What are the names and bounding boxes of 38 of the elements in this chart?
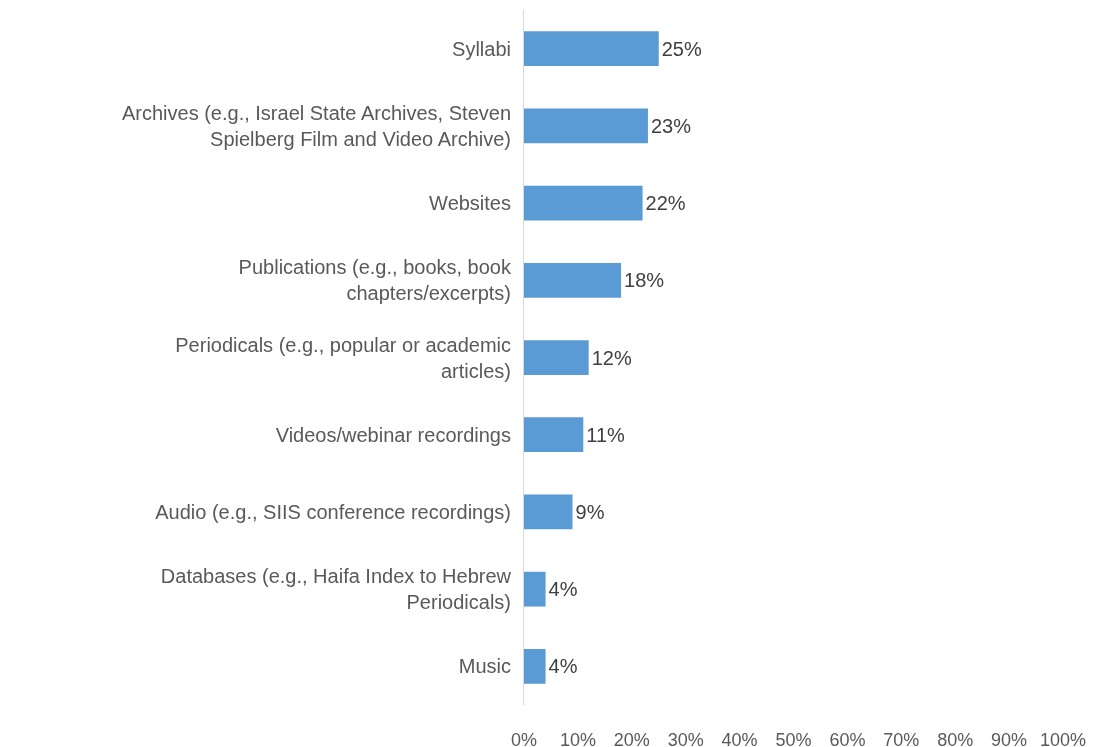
x-tick-label: 0% [510, 730, 538, 747]
y-tick-label: Websites [429, 192, 511, 215]
bar [524, 185, 643, 221]
bar [524, 649, 546, 684]
data-label: 18% [624, 269, 665, 292]
x-tick-label: 100% [1039, 730, 1087, 747]
data-label: 22% [645, 192, 686, 215]
data-label: 11% [586, 423, 626, 446]
x-tick-label: 80% [937, 730, 974, 747]
bar [524, 494, 573, 530]
x-tick-label: 20% [613, 730, 650, 747]
x-tick-label: 70% [883, 730, 920, 747]
x-tick-label: 30% [667, 730, 704, 747]
bar [524, 417, 584, 453]
bar [524, 31, 659, 66]
y-tick-label: Archives (e.g., Israel State Archives, Steven Spielberg Film and Video Archive) [121, 101, 511, 150]
data-label: 9% [575, 500, 605, 523]
data-label: 23% [650, 114, 692, 137]
y-tick-label: Publications (e.g., books, book chapters/excerpts) [238, 256, 512, 305]
data-label: 12% [591, 346, 632, 369]
data-label: 4% [548, 655, 578, 678]
bar [524, 571, 546, 607]
bar [524, 108, 648, 144]
y-tick-label: Periodicals (e.g., popular or academic articles) [175, 333, 511, 382]
x-tick-label: 90% [991, 730, 1028, 747]
x-tick-label: 40% [721, 730, 758, 747]
bar [524, 340, 589, 375]
y-tick-label: Databases (e.g., Haifa Index to Hebrew Periodicals) [160, 565, 512, 614]
data-label: 4% [548, 578, 578, 601]
data-label: 25% [661, 37, 702, 60]
x-tick-label: 50% [775, 730, 812, 747]
y-tick-label: Music [458, 655, 511, 678]
x-tick-label: 10% [559, 730, 596, 747]
x-tick-label: 60% [829, 730, 866, 747]
bar [524, 262, 622, 298]
y-tick-label: Syllabi [452, 37, 511, 60]
y-tick-label: Audio (e.g., SIIS conference recordings) [155, 500, 511, 523]
y-tick-label: Videos/webinar recordings [275, 423, 511, 446]
